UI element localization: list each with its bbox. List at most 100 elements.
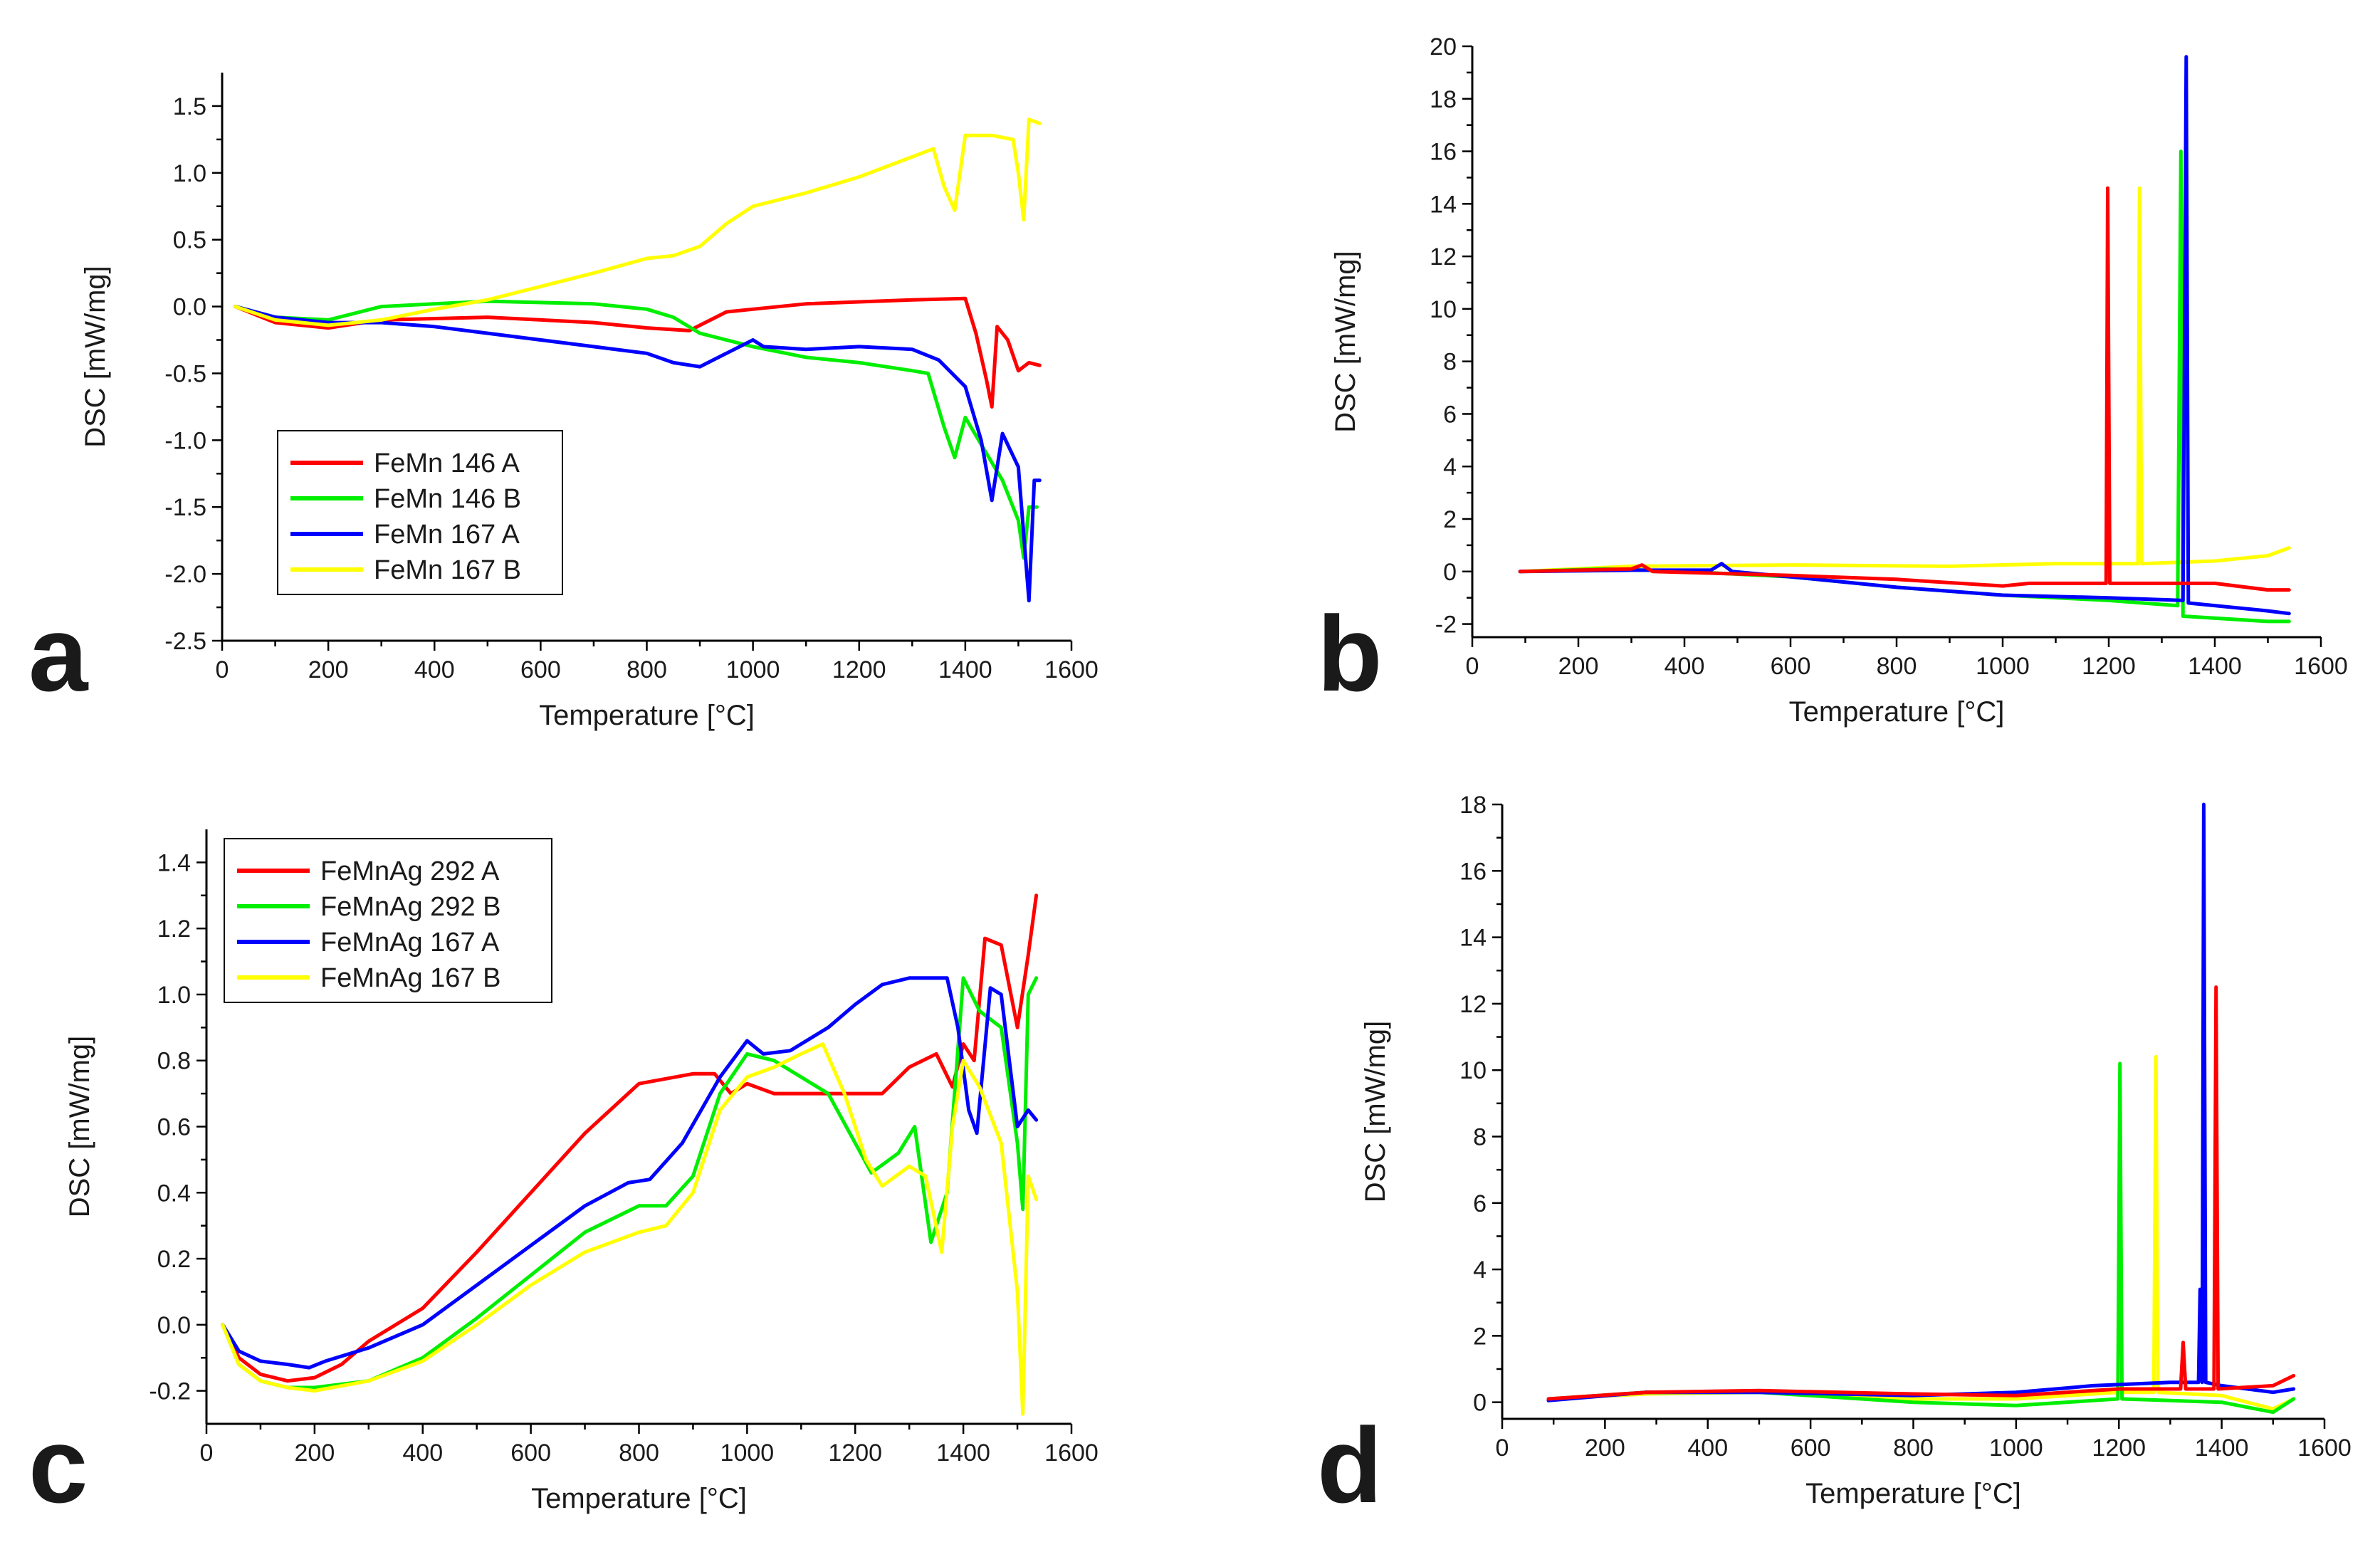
y-tick-label: 0.5 xyxy=(173,227,206,254)
x-tick-label: 1000 xyxy=(726,656,780,683)
x-tick-label: 600 xyxy=(1791,1435,1831,1462)
y-tick-label: 14 xyxy=(1430,191,1457,218)
x-tick-label: 1000 xyxy=(1976,653,2030,680)
series-line-femnag-167-a xyxy=(221,976,1039,1370)
x-tick-label: 400 xyxy=(1687,1435,1728,1462)
y-tick-label: 6 xyxy=(1443,401,1457,428)
x-tick-label: 1000 xyxy=(1989,1435,2043,1462)
y-tick-label: 8 xyxy=(1443,349,1457,376)
x-axis-title: Temperature [°C] xyxy=(531,1483,747,1514)
x-tick-label: 1400 xyxy=(2188,653,2242,680)
x-tick-label: 600 xyxy=(520,656,561,683)
x-tick-label: 0 xyxy=(200,1440,214,1467)
chart-panel-b: 0 200 400 600 800 1000 1200 1400 1600 -2 0 2 4 6 8 10 12… xyxy=(1330,33,2348,728)
chart-panel-c: 0 200 400 600 800 1000 1200 1400 1600 -0.2 0.0 0.2 0… xyxy=(64,829,1099,1514)
series-line-yellow xyxy=(1518,186,2291,574)
x-tick-label: 600 xyxy=(510,1440,551,1467)
y-tick-label: 2 xyxy=(1473,1323,1487,1350)
y-tick-label: -1.0 xyxy=(164,427,206,454)
series-line-femn-146-b xyxy=(234,299,1039,560)
y-tick-label: 0.6 xyxy=(157,1114,191,1141)
x-tick-label: 1200 xyxy=(2082,653,2136,680)
x-tick-label: 400 xyxy=(402,1440,443,1467)
y-tick-label: 4 xyxy=(1443,453,1457,481)
x-tick-label: 1200 xyxy=(832,656,886,683)
legend-label: FeMnAg 167 A xyxy=(320,928,500,958)
y-axis-title: DSC [mW/mg] xyxy=(64,1036,95,1218)
series-line-blue xyxy=(1518,55,2291,616)
legend-label: FeMnAg 292 A xyxy=(320,856,500,886)
y-tick-label: 0 xyxy=(1443,559,1457,586)
x-tick-label: 1600 xyxy=(1044,656,1099,683)
series-line-femn-146-a xyxy=(234,296,1042,409)
y-tick-label: 0.0 xyxy=(173,294,206,321)
y-tick-label: 12 xyxy=(1430,243,1457,271)
legend-label: FeMnAg 167 B xyxy=(320,963,500,993)
x-axis-title: Temperature [°C] xyxy=(1805,1478,2021,1509)
x-tick-label: 1600 xyxy=(2297,1435,2352,1462)
y-tick-label: 6 xyxy=(1473,1190,1487,1217)
y-tick-label: 16 xyxy=(1459,858,1487,885)
series-line-blue xyxy=(1546,802,2296,1402)
panel-letter-d: d xyxy=(1317,1405,1383,1525)
x-tick-label: 0 xyxy=(216,656,229,683)
y-tick-label: 1.0 xyxy=(157,982,191,1009)
legend: FeMnAg 292 A FeMnAg 292 B FeMnAg 167 A FeMn… xyxy=(224,838,552,1003)
x-tick-label: 1200 xyxy=(2092,1435,2146,1462)
y-tick-label: 4 xyxy=(1473,1257,1487,1284)
legend-label: FeMn 146 A xyxy=(374,449,520,478)
legend-label: FeMn 167 B xyxy=(374,555,521,585)
y-tick-label: 0 xyxy=(1473,1390,1487,1417)
x-tick-label: 1400 xyxy=(938,656,992,683)
x-tick-label: 800 xyxy=(1877,653,1917,680)
series-line-red xyxy=(1518,186,2291,592)
x-tick-label: 1000 xyxy=(720,1440,775,1467)
y-tick-label: 1.5 xyxy=(173,93,206,120)
x-tick-label: 200 xyxy=(1558,653,1599,680)
x-tick-label: 400 xyxy=(414,656,455,683)
y-tick-label: 1.4 xyxy=(157,849,191,876)
legend-label: FeMn 167 A xyxy=(374,520,520,550)
y-tick-label: 0.4 xyxy=(157,1180,191,1207)
y-tick-label: -2.5 xyxy=(164,628,206,655)
x-tick-label: 0 xyxy=(1466,653,1479,680)
y-tick-label: -0.2 xyxy=(149,1378,191,1405)
y-tick-label: -1.5 xyxy=(164,494,206,521)
x-tick-label: 1600 xyxy=(2294,653,2348,680)
legend: FeMn 146 A FeMn 146 B FeMn 167 A FeMn 167 B xyxy=(277,430,563,595)
y-tick-label: -2.0 xyxy=(164,561,206,588)
y-tick-label: 18 xyxy=(1430,86,1457,113)
legend-label: FeMn 146 B xyxy=(374,484,521,514)
x-axis-title: Temperature [°C] xyxy=(539,700,755,731)
y-tick-label: -0.5 xyxy=(164,360,206,387)
panel-letter-c: c xyxy=(28,1405,88,1525)
x-tick-label: 1200 xyxy=(828,1440,882,1467)
chart-panel-d: 0 200 400 600 800 1000 1200 1400 1600 0 2 4 6 8 10 12 14… xyxy=(1360,792,2352,1509)
y-axis-title: DSC [mW/mg] xyxy=(1330,251,1361,433)
y-tick-label: 0.2 xyxy=(157,1246,191,1273)
x-tick-label: 200 xyxy=(295,1440,335,1467)
x-tick-label: 200 xyxy=(1585,1435,1625,1462)
y-tick-label: 1.2 xyxy=(157,916,191,943)
y-tick-label: 2 xyxy=(1443,506,1457,533)
y-tick-label: -2 xyxy=(1435,612,1457,639)
y-axis-title: DSC [mW/mg] xyxy=(1360,1021,1391,1203)
x-tick-label: 1400 xyxy=(2195,1435,2249,1462)
x-tick-label: 1600 xyxy=(1044,1440,1099,1467)
x-axis-title: Temperature [°C] xyxy=(1789,696,2005,728)
series-line-femnag-167-b xyxy=(221,1042,1039,1416)
y-tick-label: 0.8 xyxy=(157,1048,191,1075)
y-tick-label: 20 xyxy=(1430,33,1457,61)
y-tick-label: 0.0 xyxy=(157,1312,191,1339)
x-tick-label: 400 xyxy=(1665,653,1705,680)
x-tick-label: 800 xyxy=(627,656,667,683)
legend-label: FeMnAg 292 B xyxy=(320,892,500,922)
y-axis-title: DSC [mW/mg] xyxy=(80,266,111,448)
panel-letter-b: b xyxy=(1317,594,1383,713)
series-line-femn-167-b xyxy=(234,117,1042,327)
y-tick-label: 16 xyxy=(1430,139,1457,166)
y-tick-label: 10 xyxy=(1459,1057,1487,1084)
series-line-red xyxy=(1546,985,2296,1401)
series-line-femn-167-a xyxy=(234,305,1042,603)
